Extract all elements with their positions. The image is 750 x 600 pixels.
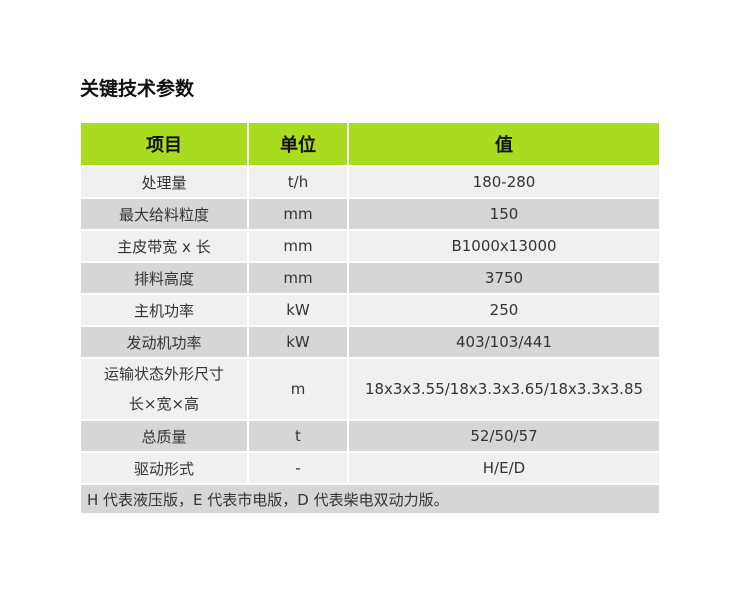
cell-item: 总质量 bbox=[79, 419, 249, 453]
item-line2: 长×宽×高 bbox=[128, 395, 200, 413]
cell-value: 180-280 bbox=[347, 165, 661, 199]
header-value: 值 bbox=[347, 121, 661, 167]
cell-value: 52/50/57 bbox=[347, 419, 661, 453]
table-row: 主机功率 kW 250 bbox=[79, 293, 661, 327]
table-row: 处理量 t/h 180-280 bbox=[79, 165, 661, 199]
header-unit: 单位 bbox=[247, 121, 349, 167]
table-row: 总质量 t 52/50/57 bbox=[79, 419, 661, 453]
cell-value: H/E/D bbox=[347, 451, 661, 485]
spec-table: 项目 单位 值 处理量 t/h 180-280 最大给料粒度 mm 150 主皮带宽 x 长… bbox=[79, 121, 661, 515]
cell-item: 处理量 bbox=[79, 165, 249, 199]
cell-item: 主机功率 bbox=[79, 293, 249, 327]
cell-unit: - bbox=[247, 451, 349, 485]
cell-item: 运输状态外形尺寸 长×宽×高 bbox=[79, 357, 249, 421]
cell-unit: m bbox=[247, 357, 349, 421]
cell-unit: kW bbox=[247, 293, 349, 327]
cell-value: 150 bbox=[347, 197, 661, 231]
table-row: 最大给料粒度 mm 150 bbox=[79, 197, 661, 231]
cell-value: B1000x13000 bbox=[347, 229, 661, 263]
table-row: 驱动形式 - H/E/D bbox=[79, 451, 661, 485]
table-row: 排料高度 mm 3750 bbox=[79, 261, 661, 295]
cell-value: 3750 bbox=[347, 261, 661, 295]
table-row: 主皮带宽 x 长 mm B1000x13000 bbox=[79, 229, 661, 263]
cell-item: 驱动形式 bbox=[79, 451, 249, 485]
cell-value: 403/103/441 bbox=[347, 325, 661, 359]
item-line1: 运输状态外形尺寸 bbox=[103, 365, 224, 383]
cell-value: 250 bbox=[347, 293, 661, 327]
cell-value: 18x3x3.55/18x3.3x3.65/18x3.3x3.85 bbox=[347, 357, 661, 421]
cell-unit: kW bbox=[247, 325, 349, 359]
cell-item: 排料高度 bbox=[79, 261, 249, 295]
cell-unit: mm bbox=[247, 261, 349, 295]
cell-item: 发动机功率 bbox=[79, 325, 249, 359]
table-row: 运输状态外形尺寸 长×宽×高 m 18x3x3.55/18x3.3x3.65/18x3… bbox=[79, 357, 661, 421]
cell-unit: mm bbox=[247, 197, 349, 231]
cell-unit: t/h bbox=[247, 165, 349, 199]
table-header: 项目 单位 值 bbox=[79, 121, 661, 167]
cell-item: 主皮带宽 x 长 bbox=[79, 229, 249, 263]
header-item: 项目 bbox=[79, 121, 249, 167]
cell-unit: mm bbox=[247, 229, 349, 263]
cell-item: 最大给料粒度 bbox=[79, 197, 249, 231]
section-title: 关键技术参数 bbox=[80, 78, 195, 100]
table-row: 发动机功率 kW 403/103/441 bbox=[79, 325, 661, 359]
cell-unit: t bbox=[247, 419, 349, 453]
footnote: H 代表液压版，E 代表市电版，D 代表柴电双动力版。 bbox=[79, 483, 661, 515]
